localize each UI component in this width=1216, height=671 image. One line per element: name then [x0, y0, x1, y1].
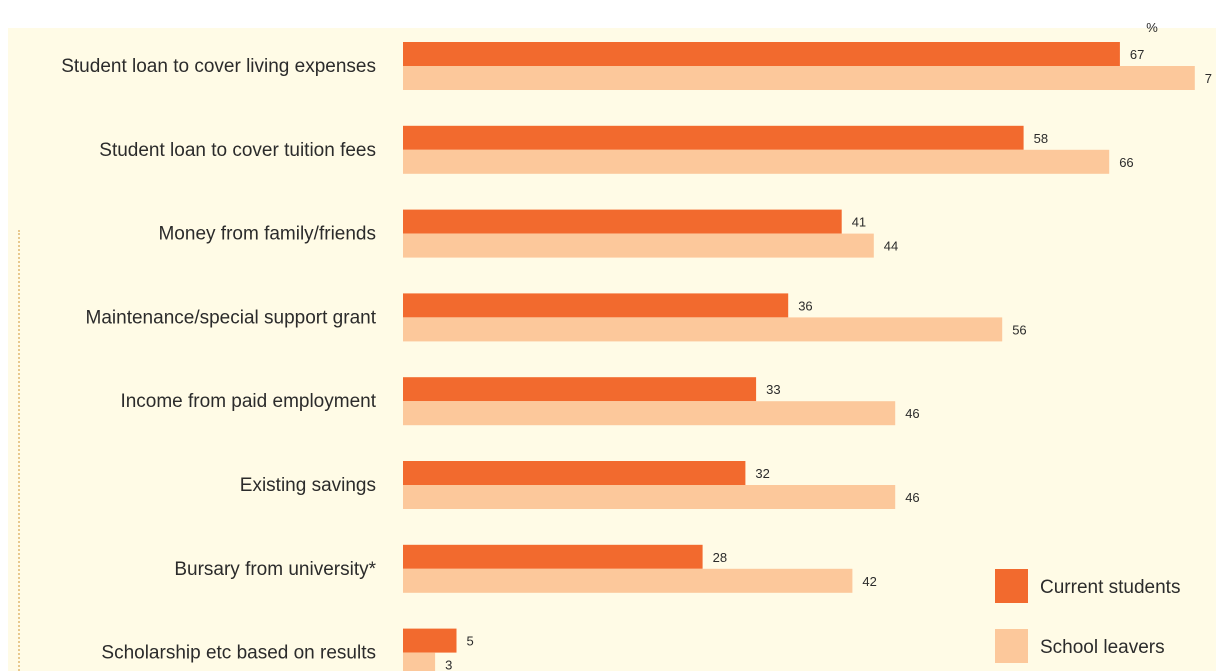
- bar-current-students: [403, 293, 789, 318]
- category-label: Maintenance/special support grant: [86, 307, 377, 328]
- legend-label: School leavers: [1040, 637, 1165, 658]
- bar-school-leavers: [403, 652, 436, 671]
- value-label: 36: [798, 298, 812, 313]
- bar-school-leavers: [403, 401, 896, 426]
- category-label: Bursary from university*: [174, 559, 376, 580]
- legend-swatch-school-leavers: [995, 629, 1028, 663]
- value-label: 56: [1012, 322, 1026, 337]
- value-label: 46: [905, 406, 919, 421]
- value-label: 66: [1119, 155, 1133, 170]
- category-label: Student loan to cover tuition fees: [99, 140, 376, 161]
- bar-current-students: [403, 125, 1024, 150]
- value-label: 58: [1034, 131, 1048, 146]
- panel-edge-decoration: [18, 230, 20, 671]
- category-label: Existing savings: [240, 475, 376, 496]
- category-label: Money from family/friends: [158, 224, 376, 245]
- category-label: Student loan to cover living expenses: [61, 56, 376, 77]
- value-label: 32: [755, 466, 769, 481]
- bar-current-students: [403, 461, 746, 485]
- bar-school-leavers: [403, 317, 1003, 342]
- bar-school-leavers: [403, 485, 896, 509]
- value-label: 41: [852, 215, 866, 230]
- bar-school-leavers: [403, 149, 1110, 174]
- bar-current-students: [403, 544, 703, 569]
- bar-school-leavers: [403, 233, 874, 258]
- value-label: 42: [862, 574, 876, 589]
- legend-swatch-current-students: [995, 569, 1028, 603]
- value-label: 3: [445, 658, 452, 671]
- value-label: 67: [1130, 47, 1144, 62]
- value-label: 33: [766, 382, 780, 397]
- value-label: 5: [467, 634, 474, 649]
- bar-current-students: [403, 628, 457, 653]
- legend-label: Current students: [1040, 577, 1180, 598]
- bar-current-students: [403, 209, 842, 234]
- bar-school-leavers: [403, 66, 1195, 90]
- value-label: 28: [713, 550, 727, 565]
- value-label: 46: [905, 490, 919, 505]
- category-label: Income from paid employment: [120, 391, 376, 412]
- bar-current-students: [403, 377, 757, 402]
- unit-label: %: [1146, 20, 1158, 35]
- bar-current-students: [403, 42, 1120, 66]
- bar-school-leavers: [403, 568, 853, 593]
- value-label: 7: [1205, 71, 1212, 86]
- category-label: Scholarship etc based on results: [101, 643, 376, 664]
- value-label: 44: [884, 239, 898, 254]
